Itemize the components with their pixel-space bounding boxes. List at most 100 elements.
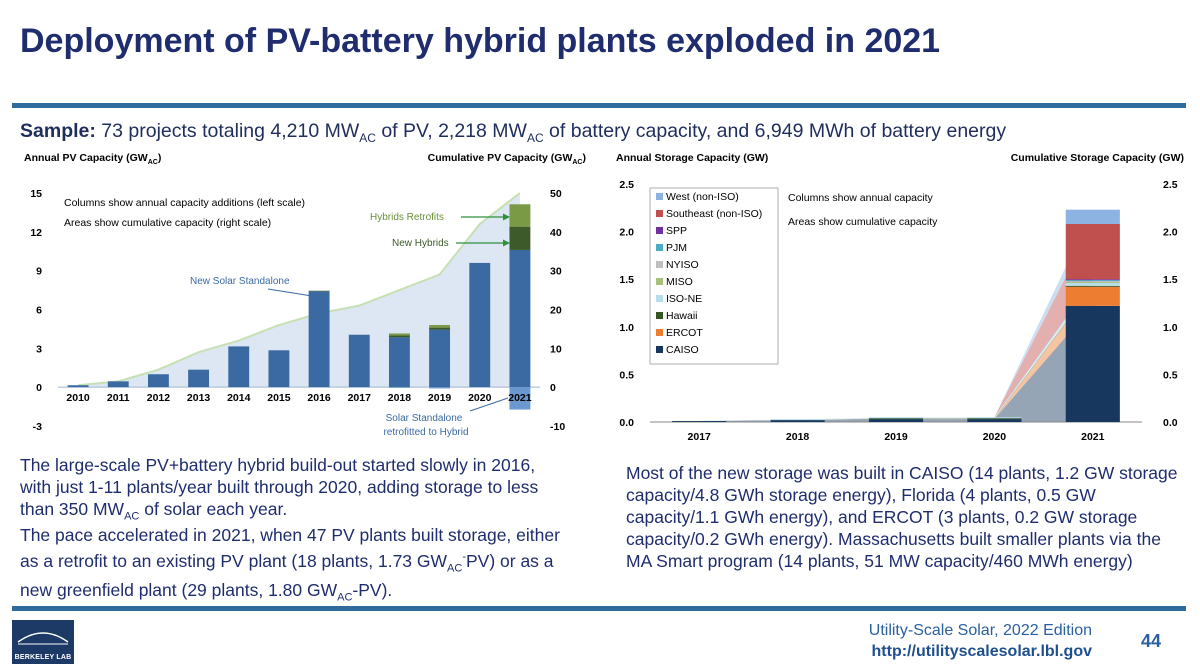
left-tick-label: 0.5 <box>619 369 634 381</box>
source-url[interactable]: http://utilityscalesolar.lbl.gov <box>871 643 1092 660</box>
right-tick-label: 30 <box>550 266 562 278</box>
bar-retrofitted-2021 <box>509 387 531 410</box>
x-tick-label: 2019 <box>884 431 908 443</box>
x-tick-label: 2018 <box>786 431 810 443</box>
bar-new-solar-standalone-2014 <box>228 346 250 388</box>
page-number: 44 <box>1141 631 1162 651</box>
bar-new-solar-standalone-2010 <box>67 385 89 388</box>
x-tick-label: 2019 <box>428 392 452 404</box>
sample-part: of battery capacity, and 6,949 MWh of ba… <box>543 120 1007 142</box>
sample-part: of PV, 2,218 MW <box>375 120 527 142</box>
bar-hawaii-2020 <box>967 418 1022 420</box>
text-sub: AC <box>447 562 463 575</box>
sample-sub: AC <box>526 130 544 145</box>
axis-title-part: ) <box>158 152 162 164</box>
footer-source: Utility-Scale Solar, 2022 Edition http:/… <box>869 620 1092 662</box>
right-paragraph: Most of the new storage was built in CAI… <box>626 463 1178 571</box>
bar-ercot-2021 <box>1065 286 1120 306</box>
x-tick-label: 2020 <box>983 431 1007 443</box>
left-tick-label: 6 <box>36 305 42 317</box>
left-tick-label: -3 <box>33 421 42 433</box>
bar-new-solar-standalone-2012 <box>147 374 169 388</box>
right-tick-label: 1.0 <box>1163 322 1178 334</box>
right-tick-label: 50 <box>550 188 562 200</box>
x-tick-label: 2014 <box>227 392 251 404</box>
bar-new-solar-standalone-2019 <box>429 329 451 388</box>
bar-southeast-non-iso--2021 <box>1065 223 1120 280</box>
x-tick-label: 2021 <box>508 392 532 404</box>
area-caiso <box>699 305 1093 422</box>
legend-label: CAISO <box>666 344 699 356</box>
bar-caiso-2019 <box>868 419 924 422</box>
text-sub: AC <box>124 510 140 523</box>
bar-new-hybrids-2021 <box>509 226 531 250</box>
bar-iso-ne-2019 <box>868 417 924 419</box>
x-tick-label: 2010 <box>66 392 90 404</box>
bar-caiso-2018 <box>770 420 825 422</box>
bar-iso-ne-2018 <box>770 419 825 421</box>
left-axis-title: Annual PV Capacity (GWAC) <box>24 152 161 166</box>
legend-box <box>649 187 779 365</box>
bar-caiso-2017 <box>672 421 727 422</box>
left-tick-label: 1.5 <box>619 274 634 286</box>
logo-text: BERKELEY LAB <box>14 654 72 661</box>
right-tick-label: 0.5 <box>1163 369 1178 381</box>
bar-retrofitted-2018 <box>388 387 410 388</box>
source-title: Utility-Scale Solar, 2022 Edition <box>868 622 1092 639</box>
x-tick-label: 2016 <box>307 392 331 404</box>
bar-hybrids-retrofits-2019 <box>429 325 451 328</box>
legend-label: Hawaii <box>666 310 698 322</box>
page-title: Deployment of PV-battery hybrid plants e… <box>20 22 941 60</box>
left-tick-label: 2.0 <box>619 227 634 239</box>
bar-new-solar-standalone-2015 <box>268 350 290 388</box>
right-tick-label: 0 <box>550 382 556 394</box>
bar-pjm-2021 <box>1065 280 1120 282</box>
legend-swatch <box>656 295 663 302</box>
x-tick-label: 2011 <box>107 392 130 404</box>
bar-new-hybrids-2019 <box>429 327 451 330</box>
x-tick-label: 2017 <box>688 431 712 443</box>
bottom-divider <box>12 606 1186 611</box>
bar-hybrids-retrofits-2021 <box>509 204 531 227</box>
storage-capacity-chart: Annual Storage Capacity (GW) Cumulative S… <box>616 152 1184 443</box>
right-tick-label: 40 <box>550 227 562 239</box>
left-tick-label: 3 <box>36 343 42 355</box>
berkeley-lab-logo: BERKELEY LAB <box>12 620 74 664</box>
text-part: The pace accelerated in 2021, when 47 PV… <box>20 525 560 571</box>
legend-swatch <box>656 227 663 234</box>
right-tick-label: 0.0 <box>1163 417 1178 429</box>
left-tick-label: 0.0 <box>619 417 634 429</box>
left-tick-label: 0 <box>36 382 42 394</box>
right-axis-title: Cumulative PV Capacity (GWAC) <box>428 152 586 166</box>
x-tick-label: 2021 <box>1081 431 1105 443</box>
sample-sub: AC <box>359 130 376 145</box>
bar-new-solar-standalone-2016 <box>308 291 330 388</box>
chart-note: Areas show cumulative capacity <box>788 216 938 228</box>
axis-title-part: Cumulative PV Capacity (GW <box>428 152 573 164</box>
legend-swatch <box>656 346 663 353</box>
right-tick-label: 20 <box>550 305 562 317</box>
chart-note: Columns show annual capacity <box>788 192 933 204</box>
annotation-hybrids-retrofits: Hybrids Retrofits <box>370 212 444 223</box>
x-tick-label: 2017 <box>348 392 372 404</box>
bar-nyiso-2021 <box>1065 281 1120 283</box>
bar-retrofitted-2019 <box>429 387 451 389</box>
cumulative-area-edge <box>77 192 521 387</box>
legend-note: Columns show annual capacity additions (… <box>64 197 305 209</box>
left-tick-label: 2.5 <box>619 179 634 191</box>
legend-swatch <box>656 193 663 200</box>
legend-label: West (non-ISO) <box>666 191 739 203</box>
axis-title-part: Annual PV Capacity (GW <box>24 152 148 164</box>
legend-label: ISO-NE <box>666 293 702 305</box>
bar-new-solar-standalone-2011 <box>107 381 129 388</box>
bar-new-solar-standalone-2020 <box>469 262 491 388</box>
bar-new-hybrids-2016 <box>308 290 330 292</box>
left-axis-title: Annual Storage Capacity (GW) <box>616 152 768 164</box>
annotation-new-solar: New Solar Standalone <box>190 276 290 287</box>
arrowhead-new-hybrids <box>503 239 510 247</box>
left-paragraph-2: The pace accelerated in 2021, when 47 PV… <box>20 524 560 609</box>
legend-swatch <box>656 312 663 319</box>
legend-swatch <box>656 210 663 217</box>
legend-label: MISO <box>666 276 693 288</box>
bar-iso-ne-2020 <box>967 417 1022 419</box>
